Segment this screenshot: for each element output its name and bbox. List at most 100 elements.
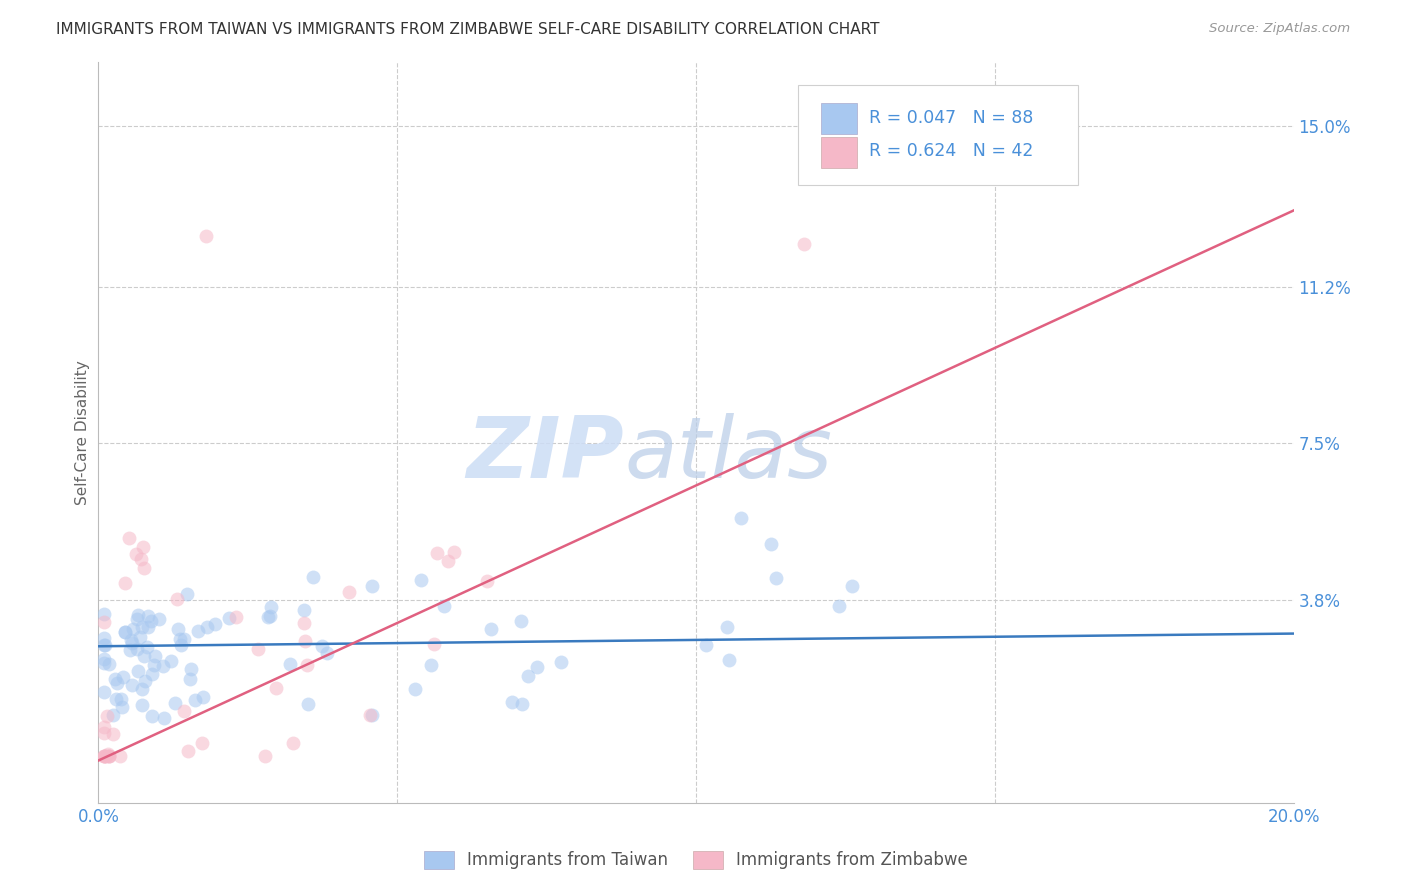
- Point: [297, 698, 319, 712]
- Point: [129, 552, 152, 566]
- Point: [142, 658, 165, 673]
- Point: [108, 749, 131, 764]
- Point: [841, 580, 863, 594]
- Point: [165, 696, 187, 710]
- Point: [257, 610, 280, 624]
- Point: [136, 620, 159, 634]
- Point: [125, 612, 148, 626]
- Point: [169, 632, 191, 647]
- Point: [127, 607, 149, 622]
- Point: [153, 711, 176, 725]
- Point: [259, 609, 281, 624]
- Legend: Immigrants from Taiwan, Immigrants from Zimbabwe: Immigrants from Taiwan, Immigrants from …: [418, 844, 974, 876]
- Point: [97, 657, 120, 671]
- Point: [166, 623, 188, 637]
- Point: [479, 622, 502, 636]
- Text: R = 0.624   N = 42: R = 0.624 N = 42: [869, 143, 1033, 161]
- Point: [94, 638, 117, 652]
- Point: [101, 727, 124, 741]
- Point: [718, 653, 741, 667]
- FancyBboxPatch shape: [797, 85, 1078, 185]
- Point: [509, 614, 531, 628]
- Point: [128, 630, 150, 644]
- Point: [134, 673, 156, 688]
- Point: [730, 511, 752, 525]
- Point: [93, 749, 115, 764]
- Point: [179, 672, 201, 686]
- Point: [443, 545, 465, 559]
- Point: [264, 681, 287, 695]
- Point: [96, 709, 118, 723]
- Point: [125, 547, 148, 561]
- Point: [104, 692, 127, 706]
- Point: [98, 749, 121, 764]
- Point: [526, 659, 548, 673]
- Point: [135, 640, 157, 654]
- Point: [114, 625, 136, 640]
- Point: [294, 633, 316, 648]
- Point: [180, 662, 202, 676]
- Point: [110, 692, 132, 706]
- Text: Source: ZipAtlas.com: Source: ZipAtlas.com: [1209, 22, 1350, 36]
- Point: [131, 682, 153, 697]
- Point: [695, 639, 717, 653]
- Text: IMMIGRANTS FROM TAIWAN VS IMMIGRANTS FROM ZIMBABWE SELF-CARE DISABILITY CORRELAT: IMMIGRANTS FROM TAIWAN VS IMMIGRANTS FRO…: [56, 22, 880, 37]
- Text: R = 0.047   N = 88: R = 0.047 N = 88: [869, 109, 1033, 127]
- Point: [125, 642, 148, 657]
- Point: [765, 571, 787, 585]
- Point: [111, 670, 134, 684]
- Point: [152, 658, 174, 673]
- Point: [361, 707, 384, 722]
- Point: [187, 624, 209, 639]
- Point: [420, 657, 443, 672]
- Point: [166, 592, 188, 607]
- Point: [361, 579, 384, 593]
- Point: [475, 574, 498, 588]
- Point: [204, 617, 226, 632]
- Point: [93, 607, 115, 621]
- Point: [426, 546, 449, 560]
- Point: [145, 648, 167, 663]
- Point: [828, 599, 851, 614]
- Point: [433, 599, 456, 613]
- Point: [93, 631, 115, 645]
- Point: [423, 637, 446, 651]
- Point: [93, 720, 115, 734]
- Point: [359, 707, 381, 722]
- Point: [409, 574, 432, 588]
- Point: [159, 655, 181, 669]
- Point: [131, 698, 153, 713]
- Point: [177, 744, 200, 758]
- Point: [141, 614, 163, 628]
- Point: [93, 657, 115, 671]
- Point: [550, 656, 572, 670]
- Point: [311, 640, 333, 654]
- Point: [404, 681, 426, 696]
- Point: [97, 747, 120, 761]
- Point: [110, 699, 132, 714]
- Point: [295, 658, 318, 673]
- Point: [127, 665, 149, 679]
- Point: [281, 736, 304, 750]
- Point: [101, 707, 124, 722]
- Point: [148, 612, 170, 626]
- Point: [118, 531, 141, 545]
- Point: [132, 540, 155, 554]
- Point: [315, 646, 337, 660]
- Point: [193, 690, 215, 705]
- Point: [302, 570, 325, 584]
- Point: [114, 625, 136, 640]
- Point: [292, 603, 315, 617]
- Point: [294, 616, 316, 631]
- Point: [510, 698, 533, 712]
- Point: [260, 600, 283, 615]
- Point: [121, 678, 143, 692]
- Point: [195, 228, 218, 243]
- FancyBboxPatch shape: [821, 137, 858, 169]
- Point: [121, 622, 143, 636]
- Point: [114, 575, 136, 590]
- Point: [141, 666, 163, 681]
- Point: [501, 695, 523, 709]
- Point: [191, 736, 214, 750]
- Y-axis label: Self-Care Disability: Self-Care Disability: [75, 360, 90, 505]
